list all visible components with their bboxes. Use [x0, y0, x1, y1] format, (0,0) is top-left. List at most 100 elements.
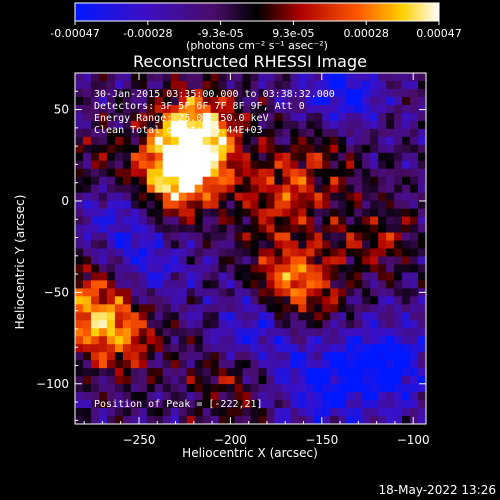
heatmap-cell — [362, 216, 371, 225]
colorbar-tick-label: -0.00028 — [123, 27, 172, 40]
heatmap-cell — [202, 184, 212, 194]
heatmap-cell — [186, 368, 196, 377]
heatmap-cell — [122, 168, 132, 178]
heatmap-cell — [258, 104, 267, 114]
heatmap-cell — [154, 144, 164, 154]
heatmap-cell — [290, 328, 299, 337]
heatmap-cell — [98, 136, 108, 146]
heatmap-cell — [402, 384, 411, 393]
heatmap-cell — [234, 168, 243, 178]
heatmap-cell — [266, 104, 275, 114]
heatmap-cell — [106, 232, 116, 241]
heatmap-cell — [138, 192, 148, 202]
heatmap-cell — [162, 80, 172, 90]
heatmap-cell — [386, 192, 395, 202]
heatmap-cell — [202, 144, 212, 154]
heatmap-cell — [370, 192, 379, 202]
heatmap-cell — [82, 184, 92, 194]
heatmap-cell — [274, 160, 283, 170]
heatmap-cell — [98, 344, 108, 353]
heatmap-cell — [194, 312, 204, 321]
heatmap-cell — [130, 320, 140, 329]
heatmap-cell — [258, 152, 267, 162]
heatmap-cell — [122, 192, 132, 202]
heatmap-cell — [170, 80, 180, 90]
heatmap-cell — [122, 232, 132, 241]
heatmap-cell — [234, 120, 243, 130]
heatmap-cell — [242, 360, 251, 369]
heatmap-cell — [194, 152, 204, 162]
heatmap-cell — [226, 312, 235, 321]
heatmap-cell — [90, 224, 100, 233]
heatmap-cell — [75, 376, 84, 385]
heatmap-cell — [210, 392, 219, 401]
heatmap-cell — [170, 272, 180, 281]
heatmap-cell — [418, 120, 426, 130]
heatmap-cell — [354, 176, 363, 186]
heatmap-cell — [306, 352, 315, 361]
heatmap-cell — [114, 240, 124, 249]
heatmap-cell — [410, 104, 419, 114]
heatmap-cell — [410, 296, 419, 305]
heatmap-cell — [130, 392, 140, 401]
heatmap-cell — [402, 224, 411, 233]
heatmap-cell — [282, 376, 291, 385]
heatmap-cell — [250, 240, 259, 249]
heatmap-cell — [298, 160, 307, 170]
heatmap-cell — [186, 144, 196, 154]
heatmap-cell — [186, 240, 196, 249]
heatmap-cell — [178, 144, 188, 154]
heatmap-cell — [290, 96, 299, 106]
heatmap-cell — [290, 176, 299, 186]
heatmap-cell — [194, 304, 204, 313]
heatmap-cell — [138, 88, 148, 98]
heatmap-cell — [314, 400, 323, 409]
heatmap-cell — [362, 296, 371, 305]
heatmap-cell — [394, 368, 403, 377]
heatmap-cell — [330, 280, 339, 289]
heatmap-cell — [290, 208, 299, 217]
heatmap-cell — [418, 336, 426, 345]
heatmap-cell — [122, 104, 132, 114]
heatmap-cell — [114, 296, 124, 305]
heatmap-cell — [330, 80, 339, 90]
heatmap-cell — [226, 400, 235, 409]
heatmap-cell — [370, 144, 379, 154]
heatmap-cell — [338, 232, 347, 241]
heatmap-cell — [418, 136, 426, 146]
heatmap-cell — [186, 360, 196, 369]
heatmap-cell — [138, 384, 148, 393]
heatmap-cell — [226, 264, 235, 273]
heatmap-cell — [90, 120, 100, 130]
heatmap-cell — [82, 328, 92, 337]
heatmap-cell — [162, 408, 172, 417]
heatmap-cell — [90, 96, 100, 106]
heatmap-cell — [282, 216, 291, 225]
heatmap-cell — [130, 400, 140, 409]
heatmap-cell — [226, 336, 235, 345]
heatmap-cell — [234, 320, 243, 329]
heatmap-cell — [394, 256, 403, 265]
heatmap-cell — [194, 160, 204, 170]
heatmap-cell — [178, 184, 188, 194]
heatmap-cell — [338, 96, 347, 106]
heatmap-cell — [242, 216, 251, 225]
heatmap-cell — [218, 160, 227, 170]
heatmap-cell — [170, 144, 180, 154]
heatmap-cell — [138, 208, 148, 217]
heatmap-cell — [90, 192, 100, 202]
heatmap-cell — [266, 296, 275, 305]
heatmap-cell — [290, 384, 299, 393]
heatmap-cell — [314, 240, 323, 249]
heatmap-cell — [282, 80, 291, 90]
heatmap-cell — [378, 160, 387, 170]
heatmap-cell — [90, 144, 100, 154]
heatmap-cell — [202, 176, 212, 186]
heatmap-cell — [186, 160, 196, 170]
heatmap-cell — [354, 280, 363, 289]
heatmap-cell — [186, 312, 196, 321]
annotation-energy-range: Energy Range: 25.0 - 50.0 keV — [94, 113, 269, 124]
heatmap-cell — [210, 416, 219, 424]
heatmap-cell — [354, 392, 363, 401]
heatmap-cell — [106, 200, 116, 210]
